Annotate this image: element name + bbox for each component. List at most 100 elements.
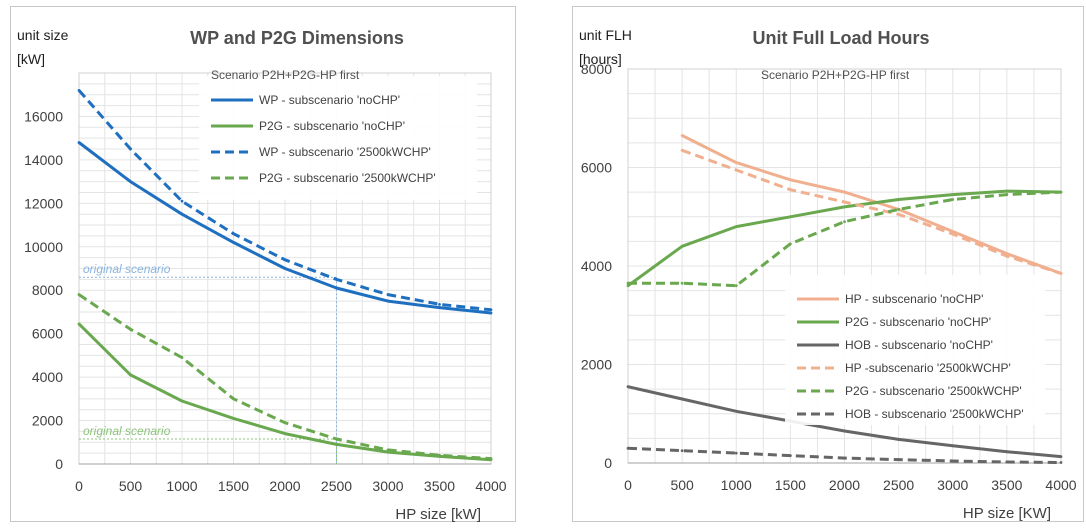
data-point <box>897 437 901 441</box>
data-point <box>489 457 493 460</box>
x-tick-label: 1000 <box>721 477 752 493</box>
data-point <box>77 322 81 326</box>
data-point <box>626 281 630 285</box>
data-point <box>335 277 338 281</box>
x-tick-label: 500 <box>670 477 694 493</box>
legend-title: Scenario P2H+P2G-HP first <box>761 68 910 82</box>
x-axis-label: HP size [KW] <box>963 505 1051 522</box>
data-point <box>897 212 901 216</box>
legend-label: P2G - subscenario 'noCHP' <box>845 315 991 329</box>
data-point <box>626 446 630 450</box>
data-point <box>734 409 738 413</box>
data-point <box>1059 271 1063 275</box>
x-tick-label: 0 <box>624 477 632 493</box>
x-axis-label: HP size [kW] <box>395 506 481 523</box>
data-point <box>283 267 287 270</box>
legend-label: WP - subscenario 'noCHP' <box>259 93 400 107</box>
data-point <box>129 147 132 151</box>
chart-panel-wp-p2g: 0 500 1000 1500 2000 2500 3000 3500 4000 0 2000 400… <box>10 6 516 523</box>
y-tick-label: 16000 <box>24 108 63 124</box>
data-point <box>180 356 184 359</box>
x-tick-label: 4000 <box>1045 477 1076 493</box>
legend-label: HP -subscenario '2500kWCHP' <box>845 361 1011 375</box>
data-point <box>386 299 390 303</box>
data-point <box>951 232 955 236</box>
data-point <box>386 448 390 452</box>
y-tick-label: 6000 <box>581 160 612 176</box>
data-point <box>335 437 338 441</box>
flh-chart: 0 500 1000 1500 2000 2500 3000 3500 4000 0 2000 400… <box>579 27 1077 522</box>
chart-title: WP and P2G Dimensions <box>190 28 404 48</box>
legend-title: Scenario P2H+P2G-HP first <box>211 68 360 82</box>
y-tick-label: 0 <box>55 456 63 472</box>
annotation-label: original scenario <box>83 424 171 438</box>
wp-p2g-chart: 0 500 1000 1500 2000 2500 3000 3500 4000 0 2000 400… <box>17 27 507 523</box>
data-point <box>734 284 738 288</box>
y-tick-label: 12000 <box>24 195 63 211</box>
data-point <box>951 459 955 463</box>
y-axis-label-unit: [kW] <box>17 51 45 67</box>
data-point <box>1059 190 1063 194</box>
x-tick-label: 3500 <box>424 478 455 494</box>
legend-label: WP - subscenario '2500kWCHP' <box>259 145 431 159</box>
legend-label: HP - subscenario 'noCHP' <box>845 292 983 306</box>
data-point <box>843 200 846 204</box>
data-point <box>438 306 441 309</box>
data-point <box>680 449 684 453</box>
x-tick-label: 3000 <box>937 477 968 493</box>
data-point <box>843 429 846 433</box>
x-tick-label: 2000 <box>269 478 300 494</box>
data-point <box>843 220 846 224</box>
data-point <box>897 198 901 201</box>
data-point <box>951 193 955 196</box>
legend-label: P2G - subscenario 'noCHP' <box>259 119 405 133</box>
data-point <box>438 453 441 457</box>
data-point <box>1059 455 1063 458</box>
x-tick-label: 0 <box>75 478 83 494</box>
data-point <box>843 190 846 194</box>
data-point <box>489 311 493 315</box>
data-point <box>788 178 792 182</box>
data-point <box>951 444 955 448</box>
data-point <box>897 207 901 211</box>
data-point <box>734 451 738 455</box>
data-point <box>77 88 81 92</box>
data-point <box>283 432 287 435</box>
legend-label: HOB - subscenario 'noCHP' <box>845 338 993 352</box>
x-tick-label: 1000 <box>166 478 197 494</box>
data-point <box>1005 450 1009 454</box>
data-point <box>438 302 441 306</box>
data-point <box>232 397 235 401</box>
legend-label: P2G - subscenario '2500kWCHP' <box>259 171 436 185</box>
data-point <box>335 286 338 290</box>
x-tick-label: 3000 <box>372 478 403 494</box>
x-tick-label: 1500 <box>775 477 806 493</box>
data-point <box>386 293 390 296</box>
y-tick-label: 8000 <box>581 61 612 77</box>
legend-label: P2G - subscenario '2500kWCHP' <box>845 384 1022 398</box>
data-point <box>283 421 287 425</box>
data-point <box>335 443 338 446</box>
data-point <box>129 180 132 184</box>
data-point <box>788 454 792 458</box>
data-point <box>788 188 792 192</box>
annotation-label: original scenario <box>83 262 171 276</box>
y-tick-label: 0 <box>604 455 612 471</box>
y-tick-label: 8000 <box>32 282 63 298</box>
data-point <box>77 141 81 144</box>
x-tick-label: 3500 <box>991 477 1022 493</box>
data-point <box>180 199 184 203</box>
data-point <box>680 397 684 401</box>
y-axis-label: unit size <box>17 27 69 43</box>
data-point <box>1005 193 1009 196</box>
x-tick-label: 1500 <box>218 478 249 494</box>
series-line-4 <box>628 190 1062 288</box>
data-point <box>232 232 235 236</box>
series-line-3 <box>681 148 1062 275</box>
data-point <box>734 161 738 164</box>
chart-title: Unit Full Load Hours <box>753 28 930 48</box>
data-point <box>180 399 184 403</box>
data-point <box>951 198 955 201</box>
data-point <box>843 205 846 209</box>
data-point <box>232 241 235 244</box>
